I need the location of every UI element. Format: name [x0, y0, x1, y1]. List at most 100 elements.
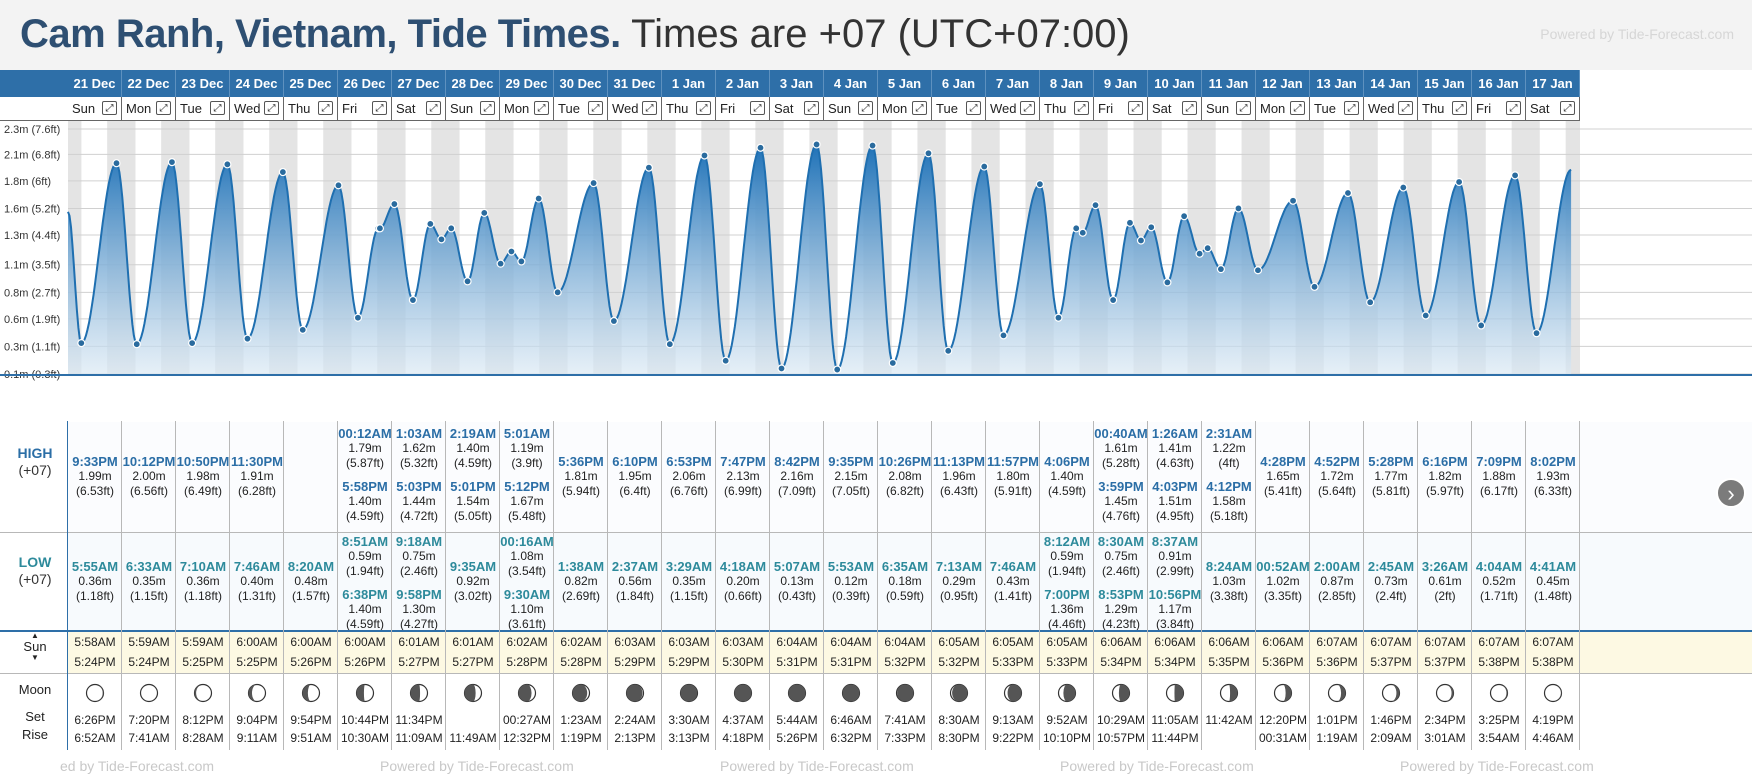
moonset-time: 7:20PM — [128, 713, 170, 727]
high-tide-cell: 1:26AM 1.41m (4.63ft) 4:03PM 1.51m (4.95ft) — [1148, 423, 1202, 531]
expand-day-button[interactable]: ⤢ — [1182, 101, 1197, 115]
weekday-cell: Fri ⤢ — [1094, 97, 1148, 121]
expand-day-button[interactable]: ⤢ — [1128, 101, 1143, 115]
moon-phase-icon — [247, 683, 267, 703]
tide-time: 5:55AM — [71, 558, 119, 574]
high-tide-cell: 8:02PM 1.93m (6.33ft) — [1526, 423, 1580, 531]
sun-times-cell: 6:03AM 5:30PM — [716, 632, 770, 673]
expand-day-button[interactable]: ⤢ — [588, 101, 603, 115]
expand-day-button[interactable]: ⤢ — [1452, 101, 1467, 115]
weekday-label: Thu — [1422, 101, 1445, 116]
tide-height-ft: (4.27ft) — [399, 617, 438, 630]
expand-day-button[interactable]: ⤢ — [156, 101, 171, 115]
expand-day-button[interactable]: ⤢ — [534, 101, 549, 115]
low-tide-cell: 7:10AM 0.36m (1.18ft) — [176, 534, 230, 630]
low-tide-cell-content: 7:10AM 0.36m (1.18ft) — [176, 534, 230, 604]
tide-height-m: 1.88m — [1482, 468, 1516, 483]
watermark-text: ed by Tide-Forecast.com — [60, 758, 215, 774]
low-tide-cell: 2:45AM 0.73m (2.4ft) — [1364, 534, 1418, 630]
expand-day-button[interactable]: ⤢ — [1290, 101, 1305, 115]
expand-day-button[interactable]: ⤢ — [912, 101, 927, 115]
sunrise-time: 6:03AM — [668, 635, 710, 649]
tide-time: 8:42PM — [774, 453, 820, 469]
tide-height-ft: (3.54ft) — [507, 564, 546, 578]
tide-height-m: 1.80m — [996, 468, 1030, 483]
expand-day-button[interactable]: ⤢ — [102, 101, 117, 115]
expand-day-button[interactable]: ⤢ — [480, 101, 495, 115]
high-tide-cell-content: 7:47PM 2.13m (6.99ft) — [716, 423, 770, 499]
moon-phase-icon — [85, 683, 105, 703]
moon-cell: 11:34PM 11:09AM — [392, 677, 446, 745]
tide-time: 5:01PM — [450, 479, 496, 494]
expand-day-button[interactable]: ⤢ — [1560, 101, 1575, 115]
label-area — [0, 121, 67, 376]
low-tide-cell: 5:07AM 0.13m (0.43ft) — [770, 534, 824, 630]
y-tick-label: 0.8m (2.7ft) — [4, 287, 60, 299]
sun-label-text: Sun — [23, 639, 47, 654]
y-tick-label: 1.8m (6ft) — [4, 176, 51, 188]
tide-height-m: 2.13m — [726, 468, 760, 483]
sun-times-cell: 6:02AM 5:28PM — [554, 632, 608, 673]
expand-day-button[interactable]: ⤢ — [1074, 101, 1089, 115]
tide-height-m: 0.56m — [618, 573, 652, 588]
weekday-label: Tue — [936, 101, 958, 116]
moonrise-time: 3:01AM — [1424, 731, 1466, 745]
expand-day-button[interactable]: ⤢ — [1398, 101, 1413, 115]
tide-time: 7:00PM — [1044, 587, 1090, 602]
expand-day-button[interactable]: ⤢ — [210, 101, 225, 115]
expand-day-button[interactable]: ⤢ — [1236, 101, 1251, 115]
high-tide-cell: 6:10PM 1.95m (6.4ft) — [608, 423, 662, 531]
sun-times-cell: 6:05AM 5:33PM — [986, 632, 1040, 673]
sunrise-time: 6:00AM — [344, 635, 386, 649]
tide-height-ft: (0.43ft) — [777, 588, 816, 603]
expand-day-button[interactable]: ⤢ — [372, 101, 387, 115]
expand-day-button[interactable]: ⤢ — [426, 101, 441, 115]
low-tide-cell: 4:18AM 0.20m (0.66ft) — [716, 534, 770, 630]
tide-height-m: 1.96m — [942, 468, 976, 483]
expand-day-button[interactable]: ⤢ — [750, 101, 765, 115]
expand-day-button[interactable]: ⤢ — [264, 101, 279, 115]
tide-height-ft: (6.56ft) — [129, 483, 168, 498]
sunset-time: 5:24PM — [74, 655, 116, 669]
sunset-time: 5:27PM — [398, 655, 440, 669]
tide-height-m: 1.40m — [1050, 468, 1084, 483]
tide-height-m: 2.00m — [132, 468, 166, 483]
high-tide-cell: 7:09PM 1.88m (6.17ft) — [1472, 423, 1526, 531]
tide-height-ft: (3.02ft) — [453, 588, 492, 603]
column-divider — [769, 421, 770, 750]
sunrise-time: 6:05AM — [1046, 635, 1088, 649]
tide-height-ft: (5.91ft) — [993, 483, 1032, 498]
next-arrow-button[interactable]: › — [1716, 478, 1746, 508]
sunset-time: 5:35PM — [1208, 655, 1250, 669]
expand-day-button[interactable]: ⤢ — [1506, 101, 1521, 115]
expand-day-button[interactable]: ⤢ — [642, 101, 657, 115]
expand-day-button[interactable]: ⤢ — [858, 101, 873, 115]
high-tide-cell: 10:26PM 2.08m (6.82ft) — [878, 423, 932, 531]
expand-day-button[interactable]: ⤢ — [1344, 101, 1359, 115]
tide-height-m: 0.12m — [834, 573, 868, 588]
tide-time: 5:36PM — [558, 453, 604, 469]
weekday-label: Sat — [1152, 101, 1172, 116]
watermark-bottom: ed by Tide-Forecast.com Powered by Tide-F… — [0, 752, 1752, 780]
expand-day-button[interactable]: ⤢ — [696, 101, 711, 115]
expand-day-button[interactable]: ⤢ — [1020, 101, 1035, 115]
low-tide-cell-content: 3:29AM 0.35m (1.15ft) — [662, 534, 716, 604]
moon-phase-icon — [1381, 683, 1401, 703]
moon-cell: 12:20PM 00:31AM — [1256, 677, 1310, 745]
tide-height-m: 1.03m — [1212, 573, 1246, 588]
date-header: 27 Dec — [392, 70, 446, 97]
tide-extreme-point — [132, 340, 141, 349]
high-tide-cell-content: 5:28PM 1.77m (5.81ft) — [1364, 423, 1418, 499]
tide-height-ft: (1.18ft) — [75, 588, 114, 603]
location-title: Cam Ranh, Vietnam, Tide Times. — [20, 12, 621, 56]
weekday-cell: Fri ⤢ — [716, 97, 770, 121]
tide-height-ft: (2.85ft) — [1317, 588, 1356, 603]
tide-time: 4:41AM — [1529, 558, 1577, 574]
weekday-label: Mon — [126, 101, 152, 116]
expand-day-button[interactable]: ⤢ — [318, 101, 333, 115]
column-divider — [121, 421, 122, 750]
expand-day-button[interactable]: ⤢ — [804, 101, 819, 115]
high-tide-cell-content: 9:33PM 1.99m (6.53ft) — [68, 423, 122, 499]
expand-day-button[interactable]: ⤢ — [966, 101, 981, 115]
tide-height-ft: (1.31ft) — [237, 588, 276, 603]
